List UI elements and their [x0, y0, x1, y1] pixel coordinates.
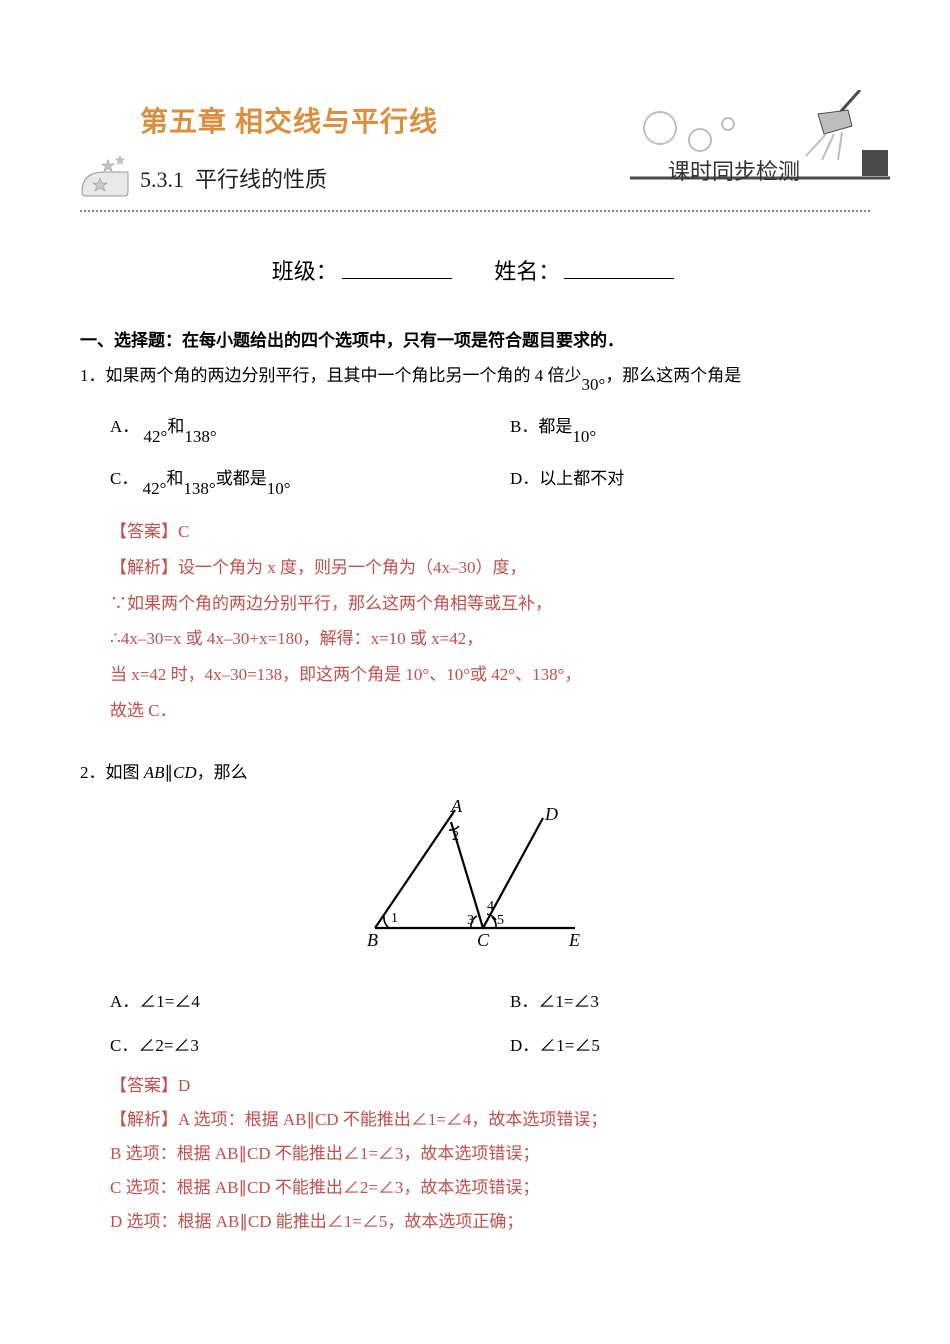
q1-exp-line2: ∵如果两个角的两边分别平行，那么这两个角相等或互补，: [110, 586, 870, 622]
q2-explain-label: 【解析】: [110, 1110, 178, 1129]
q1-optC-a: 42°: [143, 478, 167, 500]
name-blank[interactable]: [564, 258, 674, 279]
q1-stem-30: 30°: [582, 368, 606, 402]
difficulty-stars-icon: [80, 148, 130, 198]
q1-stem-part2: ，那么这两个角是: [605, 366, 741, 385]
q2-answer: 【答案】D: [110, 1069, 870, 1103]
q2-exp-lineC: C 选项：根据 AB∥CD 不能推出∠2=∠3，故本选项错误；: [110, 1171, 870, 1205]
student-info-row: 班级： 姓名：: [80, 254, 870, 286]
q1-answer: 【答案】C: [110, 514, 870, 550]
fig-angle-2: 2: [452, 829, 459, 844]
q2-exp-lineD: D 选项：根据 AB∥CD 能推出∠1=∠5，故本选项正确；: [110, 1205, 870, 1239]
q1-optB-body: 10°: [572, 426, 596, 448]
q2-stem-pre: 如图: [106, 763, 144, 782]
q1-answer-block: 【答案】C 【解析】设一个角为 x 度，则另一个角为（4x–30）度， ∵如果两…: [110, 514, 870, 728]
q1-optA-mid: 和: [167, 417, 184, 436]
q2-figure: A B C D E 1 2 3 4 5: [365, 800, 585, 955]
section-name: 平行线的性质: [195, 167, 327, 192]
question-1: 1．如果两个角的两边分别平行，且其中一个角比另一个角的 4 倍少30°，那么这两…: [80, 359, 870, 728]
q1-exp-line3: ∴4x–30=x 或 4x–30+x=180，解得：x=10 或 x=42，: [110, 621, 870, 657]
q1-explain-label: 【解析】: [110, 558, 178, 577]
section-code: 5.3.1: [140, 167, 184, 192]
q2-option-b: B．∠1=∠3: [510, 985, 870, 1019]
q1-exp-line1: 设一个角为 x 度，则另一个角为（4x–30）度，: [178, 558, 527, 577]
q2-stem-cd: CD: [173, 763, 197, 782]
q1-optA-b: 138°: [184, 426, 216, 448]
q2-answer-block: 【答案】D 【解析】A 选项：根据 AB∥CD 不能推出∠1=∠4，故本选项错误…: [110, 1069, 870, 1239]
fig-angle-1: 1: [391, 911, 398, 926]
q1-optA-label: A．: [110, 417, 139, 436]
section-title: 5.3.1 平行线的性质: [140, 162, 327, 194]
q2-option-c: C．∠2=∠3: [110, 1029, 470, 1063]
q1-optB-label: B．都是: [510, 417, 572, 436]
q1-exp-line4: 当 x=42 时，4x–30=138，即这两个角是 10°、10°或 42°、1…: [110, 657, 870, 693]
q2-exp-lineA: A 选项：根据 AB∥CD 不能推出∠1=∠4，故本选项错误；: [178, 1110, 607, 1129]
q1-option-c: C． 42°和138°或都是10°: [110, 468, 470, 500]
q2-stem-ab: AB: [144, 763, 165, 782]
name-label: 姓名：: [494, 259, 560, 284]
fig-angle-4: 4: [487, 899, 494, 914]
q1-optC-label: C．: [110, 469, 138, 488]
q2-option-d: D．∠1=∠5: [510, 1029, 870, 1063]
q1-stem-part1: 如果两个角的两边分别平行，且其中一个角比另一个角的 4 倍少: [106, 366, 582, 385]
q1-optC-mid2: 或都是: [216, 469, 267, 488]
fig-angle-5: 5: [497, 913, 504, 928]
q1-option-b: B．都是10°: [510, 416, 870, 448]
q1-number: 1．: [80, 366, 106, 385]
q1-optC-mid1: 和: [166, 469, 183, 488]
fig-label-A: A: [450, 800, 463, 816]
q2-number: 2．: [80, 763, 106, 782]
q2-option-a: A．∠1=∠4: [110, 985, 470, 1019]
fig-angle-3: 3: [467, 913, 474, 928]
fig-label-D: D: [544, 804, 558, 824]
q1-option-a: A． 42°和138°: [110, 416, 470, 448]
lesson-label: 课时同步检测: [668, 154, 800, 186]
q1-optA-a: 42°: [144, 426, 168, 448]
q2-stem-par: ∥: [165, 763, 174, 782]
q1-option-d: D．以上都不对: [510, 468, 870, 500]
q2-exp-lineB: B 选项：根据 AB∥CD 不能推出∠1=∠3，故本选项错误；: [110, 1137, 870, 1171]
q1-exp-line5: 故选 C．: [110, 693, 870, 729]
class-blank[interactable]: [342, 258, 452, 279]
class-label: 班级：: [272, 259, 338, 284]
fig-label-C: C: [477, 930, 490, 950]
fig-label-B: B: [367, 930, 378, 950]
fig-label-E: E: [568, 930, 580, 950]
header-divider: [80, 210, 870, 212]
q1-optD-label: D．以上都不对: [510, 469, 624, 488]
question-2: 2．如图 AB∥CD，那么 A: [80, 756, 870, 1239]
section1-instruction: 一、选择题：在每小题给出的四个选项中，只有一项是符合题目要求的．: [80, 326, 870, 351]
q1-optC-c: 10°: [267, 478, 291, 500]
q1-optC-b: 138°: [183, 478, 215, 500]
q2-stem-post: ，那么: [197, 763, 248, 782]
